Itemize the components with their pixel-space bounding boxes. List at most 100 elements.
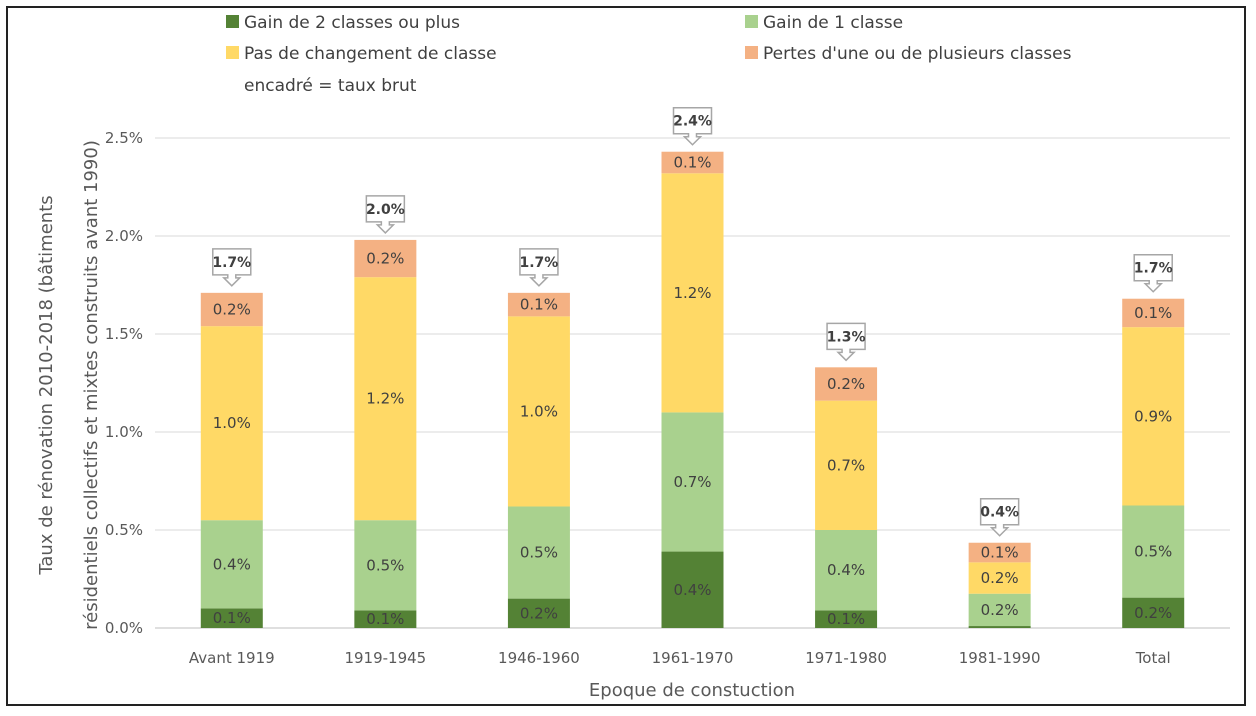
legend-note: encadré = taux brut — [244, 76, 417, 96]
legend-swatch-series-2 — [226, 46, 239, 59]
bar-segment-s0-c1 — [354, 610, 417, 628]
y-tick-label-1: 0.5% — [105, 521, 143, 539]
bar-segment-s0-c3 — [661, 551, 724, 628]
data-label-s3-c6: 0.1% — [1134, 304, 1172, 322]
bar-segment-s0-c4 — [815, 610, 878, 628]
y-axis-title-line-1: Taux de rénovation 2010-2018 (bâtiments — [36, 195, 57, 575]
data-label-s3-c0: 0.2% — [213, 301, 251, 319]
bar-segment-s1-c2 — [507, 506, 570, 599]
data-label-s0-c4: 0.1% — [827, 610, 865, 628]
data-label-s1-c5: 0.2% — [981, 601, 1019, 619]
data-label-s1-c6: 0.5% — [1134, 543, 1172, 561]
data-label-s2-c2: 1.0% — [520, 402, 558, 420]
total-label-2: 1.7% — [520, 255, 559, 271]
bar-segment-s0-c2 — [507, 598, 570, 628]
bar-segment-s3-c2 — [507, 292, 570, 317]
total-callout-2 — [519, 248, 559, 287]
bar-segment-s1-c1 — [354, 520, 417, 611]
bar-segment-s1-c4 — [815, 530, 878, 611]
bar-segment-s3-c1 — [354, 239, 417, 278]
bar-segment-s2-c1 — [354, 277, 417, 521]
y-tick-label-3: 1.5% — [105, 325, 143, 343]
legend-label-series-3: Pertes d'une ou de plusieurs classes — [763, 44, 1072, 64]
bar-segment-s2-c6 — [1122, 327, 1185, 506]
data-label-s3-c4: 0.2% — [827, 375, 865, 393]
data-label-s3-c1: 0.2% — [366, 250, 404, 268]
total-callout-1 — [365, 195, 406, 234]
bar-segment-s0-c0 — [200, 608, 263, 628]
bar-segment-s2-c5 — [968, 562, 1031, 594]
data-label-s1-c2: 0.5% — [520, 544, 558, 562]
bar-segment-s3-c4 — [815, 367, 878, 401]
legend-label-series-0: Gain de 2 classes ou plus — [244, 13, 460, 33]
y-tick-label-5: 2.5% — [105, 129, 143, 147]
data-label-s3-c2: 0.1% — [520, 296, 558, 314]
data-label-s2-c5: 0.2% — [981, 569, 1019, 587]
total-label-5: 0.4% — [980, 505, 1019, 521]
total-callout-3 — [672, 106, 713, 146]
y-axis-title: Taux de rénovation 2010-2018 (bâtiments … — [36, 140, 102, 630]
data-label-s3-c3: 0.1% — [673, 154, 711, 172]
legend-swatch-series-0 — [226, 15, 239, 28]
bar-segment-s1-c0 — [200, 520, 263, 609]
bar-segment-s3-c3 — [661, 151, 724, 174]
x-tick-label-1: 1919-1945 — [344, 649, 426, 667]
total-label-3: 2.4% — [673, 114, 712, 130]
data-label-s2-c1: 1.2% — [366, 390, 404, 408]
x-tick-label-2: 1946-1960 — [498, 649, 580, 667]
legend-swatch-series-3 — [745, 46, 758, 59]
data-label-s0-c0: 0.1% — [213, 609, 251, 627]
data-label-s1-c4: 0.4% — [827, 561, 865, 579]
x-tick-label-6: Total — [1135, 649, 1171, 667]
data-label-s1-c0: 0.4% — [213, 555, 251, 573]
total-callout-5 — [979, 497, 1020, 537]
bar-segment-s2-c2 — [507, 316, 570, 507]
data-label-s0-c3: 0.4% — [673, 581, 711, 599]
x-tick-label-4: 1971-1980 — [805, 649, 887, 667]
bar-segment-s1-c3 — [661, 412, 724, 552]
data-label-s2-c0: 1.0% — [213, 414, 251, 432]
x-axis-ticks: Avant 1919 1919-1945 1946-1960 1961-1970 197… — [189, 649, 1171, 667]
total-callouts: 1.7% 2.0% 1.7% 2.4% 1.3% 0.4% 1.7% — [212, 106, 1173, 537]
bar-segment-s2-c0 — [200, 326, 263, 521]
data-label-s1-c3: 0.7% — [673, 473, 711, 491]
bar-segment-s0-c5 — [968, 626, 1031, 628]
total-callout-4 — [826, 322, 866, 362]
x-tick-label-0: Avant 1919 — [189, 649, 275, 667]
bar-segment-s3-c6 — [1122, 298, 1185, 328]
data-label-s2-c4: 0.7% — [827, 456, 865, 474]
data-label-s2-c6: 0.9% — [1134, 407, 1172, 425]
legend-label-series-1: Gain de 1 classe — [763, 13, 903, 33]
x-tick-label-5: 1981-1990 — [959, 649, 1041, 667]
data-label-s2-c3: 1.2% — [673, 284, 711, 302]
legend: Gain de 2 classes ou plus Gain de 1 clas… — [226, 13, 1072, 96]
bar-segment-s1-c5 — [968, 593, 1031, 627]
legend-label-series-2: Pas de changement de classe — [244, 44, 497, 64]
bar-segment-s3-c0 — [200, 292, 263, 327]
data-label-s3-c5: 0.1% — [981, 544, 1019, 562]
total-label-1: 2.0% — [366, 202, 405, 218]
y-axis-title-line-2: résidentiels collectifs et mixtes constr… — [81, 140, 102, 630]
total-label-6: 1.7% — [1134, 261, 1173, 277]
y-tick-label-0: 0.0% — [105, 619, 143, 637]
bar-segment-s1-c6 — [1122, 505, 1185, 598]
bars: 0.1% 0.4% 1.0% 0.2% 0.1% 0.5% 1.2% 0.2% 0.2% 0.5%… — [200, 151, 1185, 628]
y-tick-label-2: 1.0% — [105, 423, 143, 441]
data-label-s1-c1: 0.5% — [366, 556, 404, 574]
total-callout-6 — [1133, 253, 1173, 293]
total-label-0: 1.7% — [212, 255, 251, 271]
bar-segment-s0-c6 — [1122, 597, 1185, 628]
y-tick-label-4: 2.0% — [105, 227, 143, 245]
total-label-4: 1.3% — [827, 329, 866, 345]
x-tick-label-3: 1961-1970 — [652, 649, 734, 667]
total-callout-0 — [212, 248, 252, 287]
data-label-s0-c1: 0.1% — [366, 610, 404, 628]
x-axis-title: Epoque de constuction — [589, 680, 795, 701]
data-label-s0-c6: 0.2% — [1134, 604, 1172, 622]
bar-segment-s2-c4 — [815, 400, 878, 530]
y-axis-ticks: 0.0% 0.5% 1.0% 1.5% 2.0% 2.5% — [105, 129, 143, 637]
legend-swatch-series-1 — [745, 15, 758, 28]
bar-segment-s3-c5 — [968, 542, 1031, 563]
bar-segment-s2-c3 — [661, 173, 724, 413]
